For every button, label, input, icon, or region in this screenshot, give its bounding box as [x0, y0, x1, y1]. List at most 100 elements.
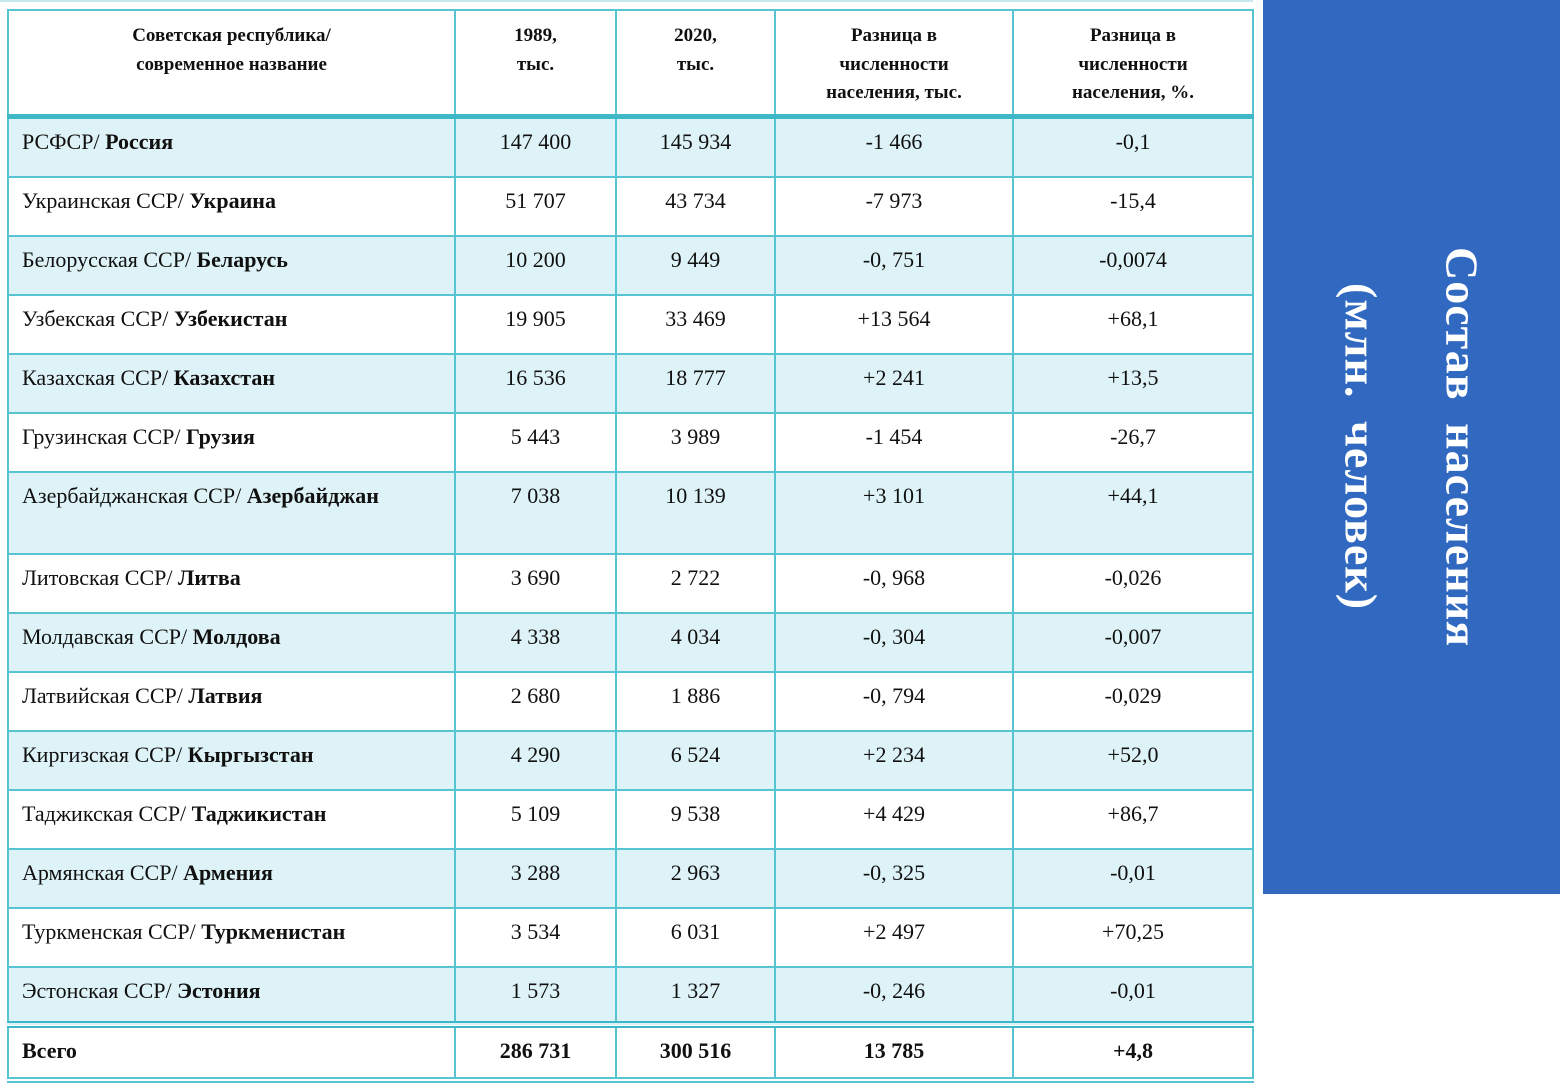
header-republic: Советская республика/ современное назван…: [7, 9, 456, 119]
population-2020: 10 139: [615, 471, 776, 555]
republic-modern-name: Туркменистан: [201, 919, 346, 944]
header-diff-thousands: Разница в численности населения, тыс.: [774, 9, 1014, 119]
republic-soviet-name: РСФСР/: [22, 129, 100, 154]
top-border-line: [0, 0, 1253, 2]
population-diff-pct: +44,1: [1012, 471, 1254, 555]
population-1989: 3 288: [454, 848, 617, 909]
republic-modern-name: Узбекистан: [173, 306, 288, 331]
table-row: Таджикская ССР/ Таджикистан 5 109 9 538 …: [7, 789, 1254, 850]
table-row: Литовская ССР/ Литва 3 690 2 722 -0, 968…: [7, 553, 1254, 614]
population-1989: 16 536: [454, 353, 617, 414]
table-row: Латвийская ССР/ Латвия 2 680 1 886 -0, 7…: [7, 671, 1254, 732]
population-2020: 2 722: [615, 553, 776, 614]
republic-soviet-name: Таджикская ССР/: [22, 801, 187, 826]
population-1989: 5 109: [454, 789, 617, 850]
header-row: Советская республика/ современное назван…: [7, 9, 1254, 119]
republic-soviet-name: Узбекская ССР/: [22, 306, 169, 331]
republic-soviet-name: Молдавская ССР/: [22, 624, 188, 649]
population-1989: 3 690: [454, 553, 617, 614]
republic-modern-name: Казахстан: [173, 365, 276, 390]
republic-soviet-name: Латвийская ССР/: [22, 683, 183, 708]
table-row: РСФСР/ Россия 147 400 145 934 -1 466 -0,…: [7, 115, 1254, 178]
total-1989: 286 731: [454, 1021, 617, 1083]
republic-soviet-name: Грузинская ССР/: [22, 424, 181, 449]
republic-soviet-name: Литовская ССР/: [22, 565, 173, 590]
table-body: РСФСР/ Россия 147 400 145 934 -1 466 -0,…: [7, 115, 1254, 1083]
population-diff: -0, 304: [774, 612, 1014, 673]
population-diff: +2 241: [774, 353, 1014, 414]
population-diff: -1 454: [774, 412, 1014, 473]
population-diff-pct: -0,01: [1012, 966, 1254, 1026]
population-diff: +2 497: [774, 907, 1014, 968]
population-table: Советская республика/ современное назван…: [7, 9, 1254, 1083]
population-diff: -0, 325: [774, 848, 1014, 909]
table-row: Азербайджанская ССР/ Азербайджан 7 038 1…: [7, 471, 1254, 555]
population-2020: 4 034: [615, 612, 776, 673]
republic-modern-name: Кыргызстан: [187, 742, 314, 767]
header-2020: 2020, тыс.: [615, 9, 776, 119]
population-1989: 4 338: [454, 612, 617, 673]
republic-soviet-name: Туркменская ССР/: [22, 919, 196, 944]
republic-soviet-name: Казахская ССР/: [22, 365, 169, 390]
population-diff: +2 234: [774, 730, 1014, 791]
population-2020: 3 989: [615, 412, 776, 473]
population-diff-pct: +68,1: [1012, 294, 1254, 355]
population-diff: -7 973: [774, 176, 1014, 237]
republic-soviet-name: Эстонская ССР/: [22, 978, 172, 1003]
population-diff: +3 101: [774, 471, 1014, 555]
population-diff-pct: -0,026: [1012, 553, 1254, 614]
header-1989: 1989, тыс.: [454, 9, 617, 119]
table-row: Узбекская ССР/ Узбекистан 19 905 33 469 …: [7, 294, 1254, 355]
table-row: Молдавская ССР/ Молдова 4 338 4 034 -0, …: [7, 612, 1254, 673]
population-diff: -0, 968: [774, 553, 1014, 614]
population-diff-pct: -0,01: [1012, 848, 1254, 909]
population-2020: 33 469: [615, 294, 776, 355]
population-diff: -1 466: [774, 115, 1014, 178]
republic-modern-name: Таджикистан: [191, 801, 327, 826]
republic-modern-name: Беларусь: [196, 247, 288, 272]
total-diff-pct: +4,8: [1012, 1021, 1254, 1083]
population-diff-pct: +70,25: [1012, 907, 1254, 968]
population-1989: 10 200: [454, 235, 617, 296]
population-1989: 147 400: [454, 115, 617, 178]
republic-modern-name: Молдова: [192, 624, 281, 649]
republic-modern-name: Грузия: [185, 424, 255, 449]
total-label: Всего: [7, 1021, 456, 1083]
population-diff-pct: -0,1: [1012, 115, 1254, 178]
population-2020: 1 327: [615, 966, 776, 1026]
republic-soviet-name: Киргизская ССР/: [22, 742, 183, 767]
population-diff-pct: -0,007: [1012, 612, 1254, 673]
table-row: Белорусская ССР/ Беларусь 10 200 9 449 -…: [7, 235, 1254, 296]
republic-modern-name: Литва: [177, 565, 241, 590]
republic-soviet-name: Белорусская ССР/: [22, 247, 192, 272]
population-diff-pct: -26,7: [1012, 412, 1254, 473]
total-diff: 13 785: [774, 1021, 1014, 1083]
republic-modern-name: Эстония: [177, 978, 261, 1003]
population-diff: +13 564: [774, 294, 1014, 355]
vertical-title: Состав населения (млн. человек): [1335, 246, 1488, 648]
population-diff: +4 429: [774, 789, 1014, 850]
population-1989: 3 534: [454, 907, 617, 968]
population-1989: 7 038: [454, 471, 617, 555]
population-2020: 6 031: [615, 907, 776, 968]
total-2020: 300 516: [615, 1021, 776, 1083]
republic-modern-name: Украина: [189, 188, 276, 213]
population-1989: 5 443: [454, 412, 617, 473]
table-row: Эстонская ССР/ Эстония 1 573 1 327 -0, 2…: [7, 966, 1254, 1026]
population-diff-pct: -15,4: [1012, 176, 1254, 237]
republic-modern-name: Армения: [183, 860, 273, 885]
population-2020: 145 934: [615, 115, 776, 178]
table-row: Украинская ССР/ Украина 51 707 43 734 -7…: [7, 176, 1254, 237]
population-2020: 2 963: [615, 848, 776, 909]
population-2020: 9 538: [615, 789, 776, 850]
population-diff-pct: -0,029: [1012, 671, 1254, 732]
table-row: Армянская ССР/ Армения 3 288 2 963 -0, 3…: [7, 848, 1254, 909]
population-2020: 6 524: [615, 730, 776, 791]
population-2020: 18 777: [615, 353, 776, 414]
table-header: Советская республика/ современное назван…: [7, 9, 1254, 119]
population-1989: 2 680: [454, 671, 617, 732]
republic-modern-name: Россия: [105, 129, 174, 154]
population-diff-pct: +86,7: [1012, 789, 1254, 850]
table-row: Туркменская ССР/ Туркменистан 3 534 6 03…: [7, 907, 1254, 968]
